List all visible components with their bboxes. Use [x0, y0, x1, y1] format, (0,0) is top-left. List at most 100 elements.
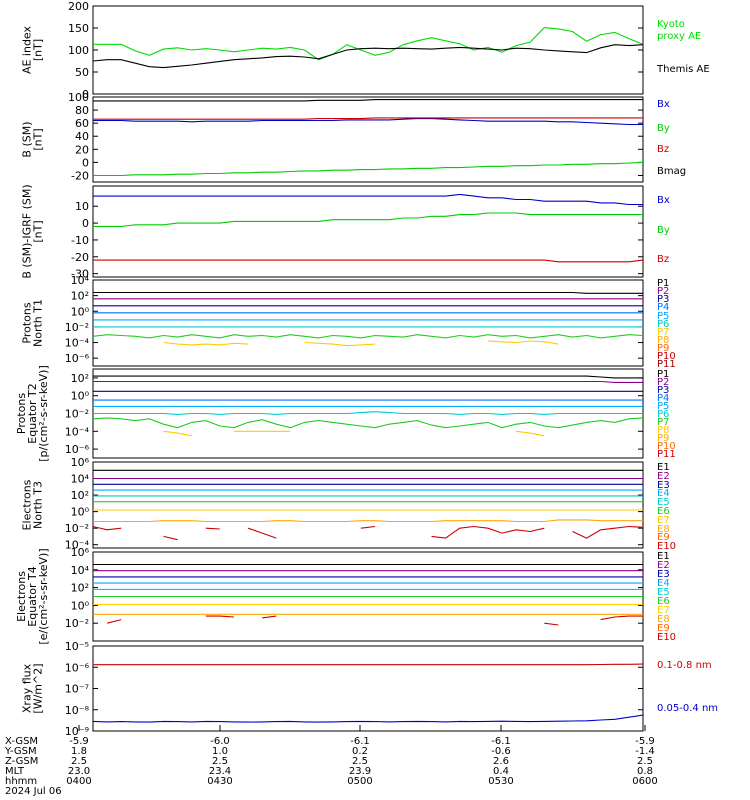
legend-label: E8	[657, 524, 670, 535]
panel-frame	[92, 96, 644, 183]
y-tick-label: -20	[71, 251, 89, 264]
legend-label: E3	[657, 569, 670, 580]
y-tick-label: 10²	[71, 372, 89, 385]
y-axis-label: AE index	[21, 25, 34, 74]
series-line-bz	[93, 259, 644, 263]
series-line-by	[93, 212, 643, 227]
x-row-label: Z-GSM	[5, 756, 38, 767]
x-row-value: 1.8	[71, 746, 87, 757]
x-row-value: 23.9	[349, 766, 371, 777]
x-row-value: 0400	[66, 776, 91, 787]
legend-label: P7	[657, 417, 669, 428]
x-row-value: 0600	[632, 776, 657, 787]
x-row-value: 2.5	[637, 756, 653, 767]
y-tick-label: 10⁶	[71, 546, 90, 559]
y-tick-label: 10⁻²	[65, 321, 89, 334]
y-axis-label: Electrons	[15, 571, 28, 622]
legend-label: Bz	[657, 254, 669, 265]
legend-label: P9	[657, 343, 669, 354]
series-line-p7	[163, 340, 559, 347]
x-row-value: 0500	[347, 776, 372, 787]
y-tick-label: -10	[71, 234, 89, 247]
y-tick-label: 10⁻⁸	[65, 704, 90, 717]
x-row-value: 0530	[488, 776, 513, 787]
y-axis-label: B (SM)-IGRF (SM)	[21, 184, 34, 278]
y-tick-label: 10⁻²	[65, 522, 89, 535]
legend-label: E4	[657, 578, 670, 589]
series-line-by	[93, 161, 644, 177]
legend-label: P8	[657, 425, 669, 436]
legend-label: P2	[657, 286, 669, 297]
x-row-value: -5.9	[635, 736, 655, 747]
legend-label: proxy AE	[657, 31, 701, 42]
series-line-p8	[163, 430, 545, 437]
x-row-value: 0430	[207, 776, 232, 787]
series-line-e8	[93, 519, 643, 523]
x-row-value: -6.1	[491, 736, 511, 747]
series-line-e10	[106, 615, 643, 626]
y-tick-label: -30	[71, 268, 89, 281]
x-row-value: -6.1	[350, 736, 370, 747]
series-line-0-1-0-8-nm	[93, 663, 644, 666]
series-line-bx	[93, 118, 643, 126]
legend-label: E2	[657, 471, 670, 482]
legend-label: P11	[657, 359, 676, 370]
y-tick-label: 10⁻⁶	[65, 661, 90, 674]
panel-frame	[92, 645, 644, 732]
series-line-bx	[93, 193, 643, 206]
legend-label: Bz	[657, 144, 669, 155]
legend-label: P5	[657, 311, 669, 322]
legend-label: E8	[657, 614, 670, 625]
legend-label: E1	[657, 462, 670, 473]
series-line-p1	[93, 375, 643, 379]
legend-label: By	[657, 225, 670, 236]
legend-label: E3	[657, 480, 670, 491]
x-row-label: hhmm	[5, 776, 37, 787]
y-axis-label: [e/(cm²-s-sr-keV)]	[37, 548, 50, 644]
y-tick-label: 10²	[71, 290, 89, 303]
legend-label: 0.05-0.4 nm	[657, 703, 718, 714]
legend-label: E5	[657, 497, 670, 508]
x-row-value: 2.6	[493, 756, 509, 767]
legend-label: P6	[657, 409, 669, 420]
legend-label: P7	[657, 327, 669, 338]
x-row-label: Y-GSM	[4, 746, 37, 757]
series-line-0-05-0-4-nm	[92, 714, 644, 723]
series-line-e10	[92, 525, 644, 541]
y-axis-label: Equator T4	[26, 566, 39, 626]
y-tick-label: 10⁻⁵	[65, 640, 89, 653]
x-row-value: 1.0	[212, 746, 228, 757]
x-row-value: -5.9	[69, 736, 89, 747]
date-label: 2024 Jul 06	[5, 786, 62, 797]
series-line-p2	[93, 380, 643, 383]
y-tick-label: 10⁻²	[65, 408, 89, 421]
x-row-value: -6.0	[210, 736, 230, 747]
y-axis-label: Equator T2	[26, 383, 39, 443]
y-axis-label: [nT]	[32, 220, 45, 242]
panel-frame	[92, 461, 644, 549]
series-line-p1	[93, 291, 643, 294]
legend-label: Bmag	[657, 166, 686, 177]
y-axis-label: Protons	[21, 302, 34, 343]
legend-label: P4	[657, 302, 669, 313]
y-tick-label: 80	[75, 104, 89, 117]
legend-label: E10	[657, 541, 676, 552]
y-tick-label: 10⁻⁴	[65, 539, 90, 552]
legend-label: Kyoto	[657, 19, 685, 30]
y-tick-label: 0	[82, 88, 89, 101]
legend-label: P2	[657, 377, 669, 388]
legend-label: P3	[657, 294, 669, 305]
legend-label: By	[657, 123, 670, 134]
legend-label: Bx	[657, 99, 670, 110]
legend-label: E1	[657, 551, 670, 562]
x-row-value: 2.5	[352, 756, 368, 767]
x-row-value: 0.4	[493, 766, 509, 777]
series-line-p7	[92, 417, 644, 429]
y-tick-label: 10⁻²	[65, 617, 89, 630]
y-tick-label: 10²	[71, 489, 89, 502]
y-tick-label: 100	[68, 91, 89, 104]
y-tick-label: 10⁻⁴	[65, 337, 90, 350]
